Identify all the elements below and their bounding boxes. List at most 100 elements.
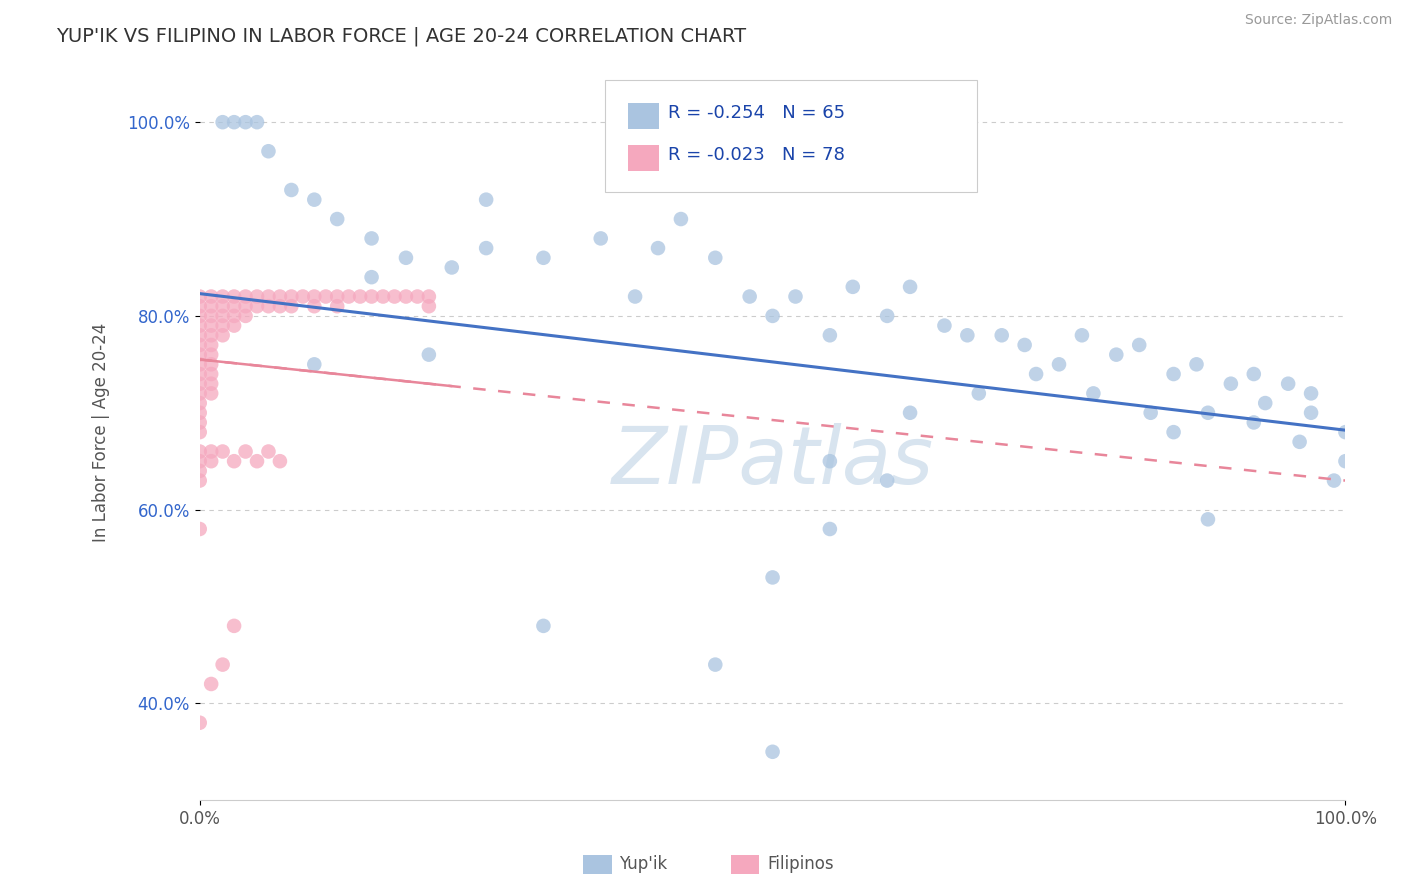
Point <box>304 289 326 303</box>
Point <box>211 444 233 458</box>
Point <box>188 464 211 478</box>
Point <box>222 309 245 323</box>
Point <box>200 386 222 401</box>
Point <box>188 376 211 391</box>
Point <box>761 745 783 759</box>
Point <box>315 289 337 303</box>
Point <box>898 280 921 294</box>
Point <box>188 715 211 730</box>
Point <box>842 280 865 294</box>
Point <box>440 260 463 275</box>
Point <box>738 289 761 303</box>
Point <box>200 328 222 343</box>
Point <box>211 299 233 313</box>
Point <box>222 115 245 129</box>
Point <box>1014 338 1036 352</box>
Point <box>1243 416 1265 430</box>
Point <box>188 474 211 488</box>
Point <box>235 444 257 458</box>
Point <box>876 474 898 488</box>
Point <box>1105 348 1128 362</box>
Point <box>200 677 222 691</box>
Point <box>967 386 990 401</box>
Point <box>1243 367 1265 381</box>
Point <box>188 454 211 468</box>
Point <box>589 231 612 245</box>
Text: R = -0.254   N = 65: R = -0.254 N = 65 <box>668 104 845 122</box>
Point <box>818 328 841 343</box>
Point <box>818 522 841 536</box>
Text: YUP'IK VS FILIPINO IN LABOR FORCE | AGE 20-24 CORRELATION CHART: YUP'IK VS FILIPINO IN LABOR FORCE | AGE … <box>56 27 747 46</box>
Point <box>475 193 498 207</box>
Point <box>200 367 222 381</box>
Point <box>1128 338 1150 352</box>
Point <box>280 289 302 303</box>
Point <box>188 348 211 362</box>
Point <box>1197 512 1219 526</box>
Point <box>669 212 692 227</box>
Point <box>304 193 326 207</box>
Point <box>246 454 269 468</box>
Point <box>222 619 245 633</box>
Point <box>246 299 269 313</box>
Point <box>1323 474 1346 488</box>
Point <box>990 328 1012 343</box>
Point <box>418 299 440 313</box>
Point <box>360 231 382 245</box>
Point <box>818 454 841 468</box>
Point <box>211 115 233 129</box>
Point <box>1163 367 1185 381</box>
Point <box>188 444 211 458</box>
Point <box>1047 357 1070 371</box>
Point <box>304 299 326 313</box>
Point <box>222 454 245 468</box>
Point <box>418 289 440 303</box>
Point <box>211 657 233 672</box>
Point <box>211 309 233 323</box>
Point <box>269 454 291 468</box>
Point <box>188 425 211 439</box>
Point <box>876 309 898 323</box>
Point <box>1139 406 1161 420</box>
Point <box>704 657 727 672</box>
Point <box>235 289 257 303</box>
Point <box>785 289 807 303</box>
Y-axis label: In Labor Force | Age 20-24: In Labor Force | Age 20-24 <box>93 323 110 541</box>
Point <box>1197 406 1219 420</box>
Point <box>200 454 222 468</box>
Point <box>188 522 211 536</box>
Point <box>371 289 394 303</box>
Point <box>235 115 257 129</box>
Point <box>1071 328 1094 343</box>
Point <box>257 289 280 303</box>
Point <box>257 145 280 159</box>
Point <box>222 299 245 313</box>
Point <box>1219 376 1241 391</box>
Point <box>188 289 211 303</box>
Point <box>1254 396 1277 410</box>
Point <box>761 309 783 323</box>
Point <box>246 115 269 129</box>
Point <box>704 251 727 265</box>
Point <box>200 338 222 352</box>
Point <box>761 570 783 584</box>
Point <box>360 289 382 303</box>
Point <box>211 328 233 343</box>
Text: R = -0.023   N = 78: R = -0.023 N = 78 <box>668 146 845 164</box>
Point <box>269 299 291 313</box>
Point <box>200 444 222 458</box>
Point <box>269 289 291 303</box>
Point <box>257 444 280 458</box>
Point <box>222 289 245 303</box>
Text: Yup'ik: Yup'ik <box>619 855 666 873</box>
Point <box>222 318 245 333</box>
Point <box>384 289 406 303</box>
Point <box>200 309 222 323</box>
Point <box>1277 376 1299 391</box>
Text: ZIPatlas: ZIPatlas <box>612 423 934 500</box>
Point <box>246 289 269 303</box>
Point <box>188 367 211 381</box>
Point <box>898 406 921 420</box>
Point <box>1299 406 1322 420</box>
Point <box>349 289 371 303</box>
